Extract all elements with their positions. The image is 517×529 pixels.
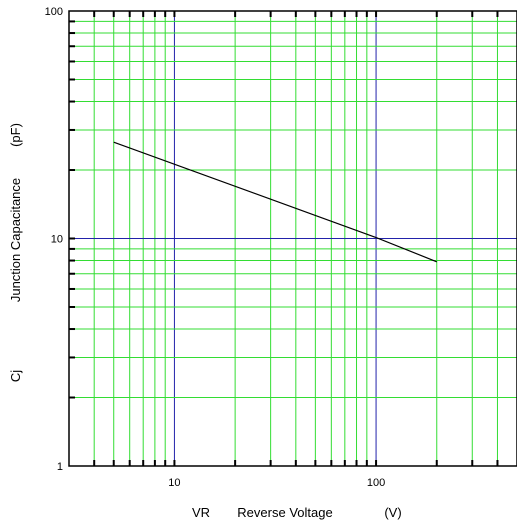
y-tick-label: 100: [45, 6, 63, 18]
y-tick-label: 10: [51, 234, 63, 246]
y-tick-label: 1: [57, 461, 63, 473]
capacitance-curve: [113, 141, 437, 263]
x-tick-label: 100: [367, 477, 385, 489]
y-axis-symbol: Cj: [8, 370, 23, 382]
tick-marks: [69, 11, 499, 466]
x-axis-symbol: VR: [192, 505, 210, 520]
x-axis-unit: (V): [384, 505, 401, 520]
plot-frame: [68, 10, 517, 467]
grid: [69, 11, 517, 466]
x-axis-title: Reverse Voltage: [237, 505, 332, 520]
tick-labels: 10 100 1 10 100: [45, 6, 386, 489]
y-axis-unit: (pF): [8, 123, 23, 147]
y-axis-title: Junction Capacitance: [8, 178, 23, 302]
series-layer: [113, 141, 437, 263]
x-tick-label: 10: [168, 477, 180, 489]
